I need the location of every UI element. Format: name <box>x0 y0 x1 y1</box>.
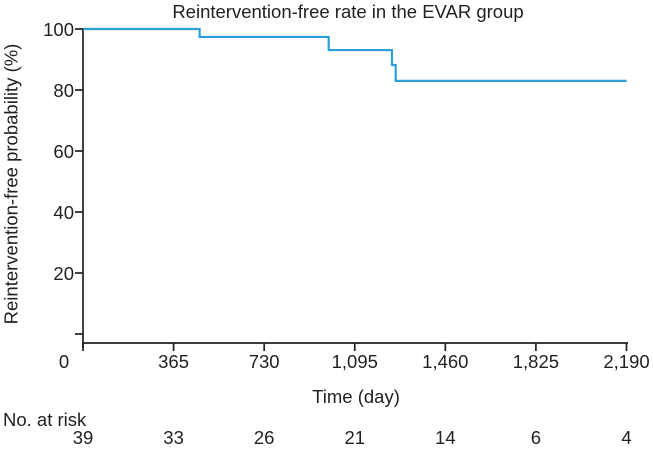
x-tick-label: 2,190 <box>603 351 650 372</box>
chart-title: Reintervention-free rate in the EVAR gro… <box>172 1 524 22</box>
at-risk-count: 33 <box>163 427 184 448</box>
x-axis-label: Time (day) <box>312 386 400 407</box>
x-tick-label: 730 <box>248 351 280 372</box>
x-tick-label: 365 <box>158 351 190 372</box>
y-axis-label: Reintervention-free probability (%) <box>0 43 22 325</box>
at-risk-label: No. at risk <box>3 409 87 430</box>
at-risk-count: 4 <box>621 427 632 448</box>
y-tick-label: 60 <box>53 140 74 162</box>
x-tick-label: 1,825 <box>512 351 560 372</box>
at-risk-count: 39 <box>72 427 94 448</box>
y-tick-label: 80 <box>53 79 74 101</box>
at-risk-count: 6 <box>530 427 542 448</box>
at-risk-count: 14 <box>435 427 456 448</box>
at-risk-count: 26 <box>253 427 275 448</box>
x-tick-label: 0 <box>58 351 70 372</box>
survival-curve <box>83 27 627 82</box>
y-tick-label: 100 <box>43 18 74 40</box>
x-tick-label: 1,095 <box>331 351 378 372</box>
y-tick-label: 20 <box>53 262 74 284</box>
at-risk-count: 21 <box>344 427 366 448</box>
x-tick-label: 1,460 <box>422 351 469 372</box>
y-tick-label: 40 <box>53 201 74 223</box>
